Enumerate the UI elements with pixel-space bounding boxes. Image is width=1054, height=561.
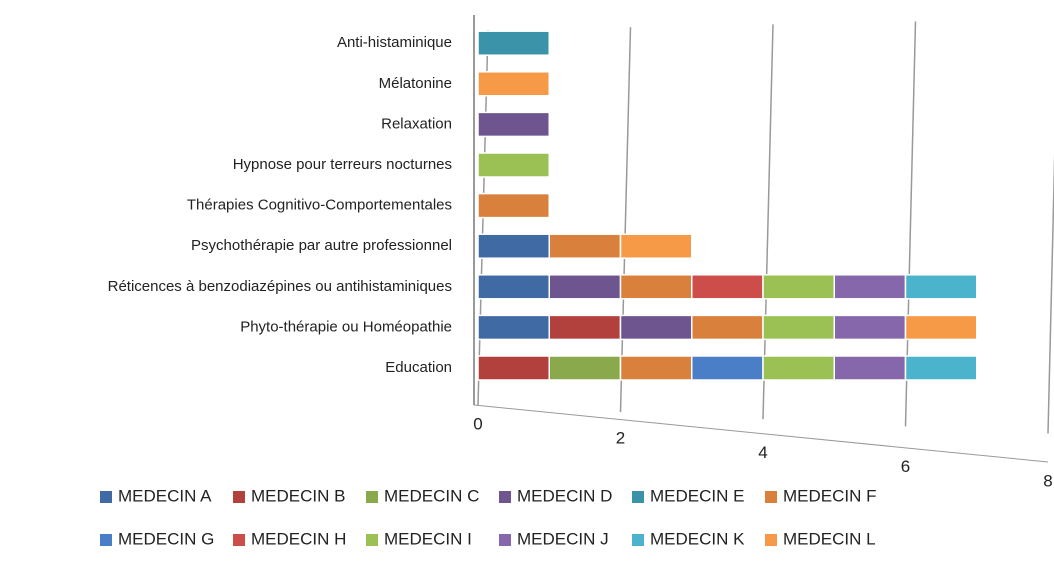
bar-segment (477, 314, 550, 341)
legend-label: MEDECIN I (384, 529, 472, 548)
bar-segment (762, 355, 835, 381)
legend-swatch (632, 491, 644, 503)
bar-segment (904, 314, 978, 341)
legend-swatch (233, 491, 245, 503)
legend-label: MEDECIN G (118, 529, 214, 548)
x-tick-label: 0 (473, 414, 482, 433)
floor-line (473, 404, 1049, 463)
legend-swatch (632, 534, 644, 546)
bar-segment (762, 314, 835, 341)
bar-segment (477, 111, 550, 138)
legend-swatch (233, 534, 245, 546)
bar-segment (619, 233, 693, 259)
category-label: Mélatonine (379, 75, 452, 92)
legend-swatch (765, 491, 777, 503)
category-label: Réticences à benzodiazépines ou antihist… (108, 278, 452, 295)
bar-segment (477, 192, 550, 219)
category-label: Phyto-thérapie ou Homéopathie (240, 318, 452, 335)
bar-segment (548, 355, 622, 381)
bar-segment (477, 274, 550, 300)
legend-label: MEDECIN D (517, 486, 612, 505)
bar-segment (548, 233, 622, 259)
bar-segment (619, 314, 693, 341)
grid-line (619, 27, 632, 413)
category-label: Anti-histaminique (337, 34, 452, 51)
bar-segment (477, 30, 550, 56)
legend-swatch (499, 491, 511, 503)
legend-swatch (100, 491, 112, 503)
legend-label: MEDECIN C (384, 486, 479, 505)
bar-segment (691, 355, 764, 381)
bar-segment (477, 355, 550, 381)
legend-label: MEDECIN J (517, 529, 609, 548)
bar-segment (833, 274, 907, 300)
x-tick-label: 8 (1043, 471, 1052, 490)
legend-label: MEDECIN F (783, 486, 877, 505)
x-tick-label: 6 (901, 457, 910, 476)
legend-swatch (366, 534, 378, 546)
legend-swatch (366, 491, 378, 503)
category-label: Education (385, 359, 452, 376)
bar-segment (904, 274, 978, 300)
bar-segment (619, 274, 693, 300)
legend-label: MEDECIN K (650, 529, 745, 548)
category-label: Hypnose pour terreurs nocturnes (233, 156, 452, 173)
legend-label: MEDECIN E (650, 486, 744, 505)
legend-label: MEDECIN B (251, 486, 345, 505)
bar-segment (477, 71, 550, 97)
bar-segment (904, 355, 978, 381)
legend-swatch (765, 534, 777, 546)
bar-segment (762, 274, 835, 300)
legend-swatch (499, 534, 511, 546)
bar-segment (691, 314, 764, 341)
bar-segment (477, 152, 550, 178)
category-label: Psychothérapie par autre professionnel (191, 237, 452, 254)
category-label: Thérapies Cognitivo-Comportementales (187, 197, 452, 214)
bar-segment (833, 355, 907, 381)
category-label: Relaxation (381, 115, 452, 132)
legend-label: MEDECIN A (118, 486, 212, 505)
bar-segment (477, 233, 550, 259)
bar-segment (548, 274, 622, 300)
legend-label: MEDECIN H (251, 529, 346, 548)
grid-line (762, 24, 774, 420)
bar-segment (548, 314, 622, 341)
x-tick-label: 4 (758, 443, 767, 462)
bar-segment (619, 355, 693, 381)
x-tick-label: 2 (616, 429, 625, 448)
bar-segment (833, 314, 907, 341)
legend-label: MEDECIN L (783, 529, 876, 548)
grid-line (1047, 153, 1054, 434)
legend-swatch (100, 534, 112, 546)
bar-segment (691, 274, 764, 300)
